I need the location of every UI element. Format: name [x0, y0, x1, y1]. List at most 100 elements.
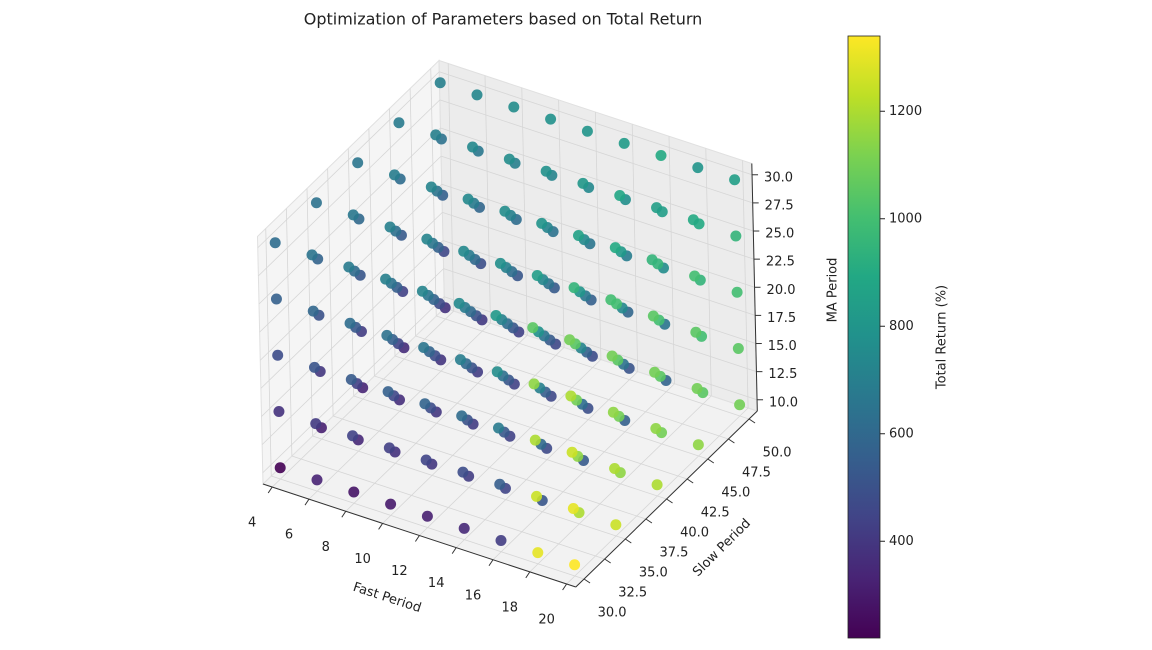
data-point	[458, 245, 470, 257]
data-point	[456, 410, 468, 422]
data-point	[545, 113, 557, 125]
data-point	[269, 237, 281, 249]
data-point	[310, 197, 322, 209]
z-tick-label: 10.0	[769, 395, 798, 410]
data-point	[731, 286, 743, 298]
data-point	[564, 334, 576, 346]
data-point	[306, 249, 318, 261]
data-point	[348, 486, 360, 498]
tick-mark	[451, 547, 457, 554]
data-point	[309, 361, 320, 373]
y-tick-label: 35.0	[639, 566, 668, 581]
grid-line	[353, 395, 667, 500]
x-tick-label: 8	[322, 540, 330, 555]
grid-line	[440, 155, 755, 260]
data-point	[614, 190, 626, 201]
tick-mark	[748, 418, 756, 424]
tick-mark	[304, 498, 310, 506]
data-point	[490, 310, 502, 321]
data-point	[419, 398, 431, 410]
grid-line	[258, 99, 441, 277]
data-point	[655, 150, 667, 161]
data-point	[270, 293, 282, 305]
z-tick-label: 17.5	[767, 311, 796, 326]
data-point	[393, 117, 405, 129]
tick-mark	[267, 486, 273, 494]
colorbar-tick-label: 600	[889, 426, 914, 441]
colorbar-tick-label: 400	[889, 534, 914, 549]
x-tick-label: 4	[248, 516, 256, 531]
colorbar	[847, 35, 881, 639]
data-point	[457, 466, 469, 478]
grid-line	[260, 212, 443, 389]
data-point	[382, 386, 394, 398]
data-point	[692, 439, 704, 451]
grid-line	[394, 355, 708, 460]
y-axis-line	[575, 410, 758, 588]
tick-mark	[686, 478, 694, 484]
tick-mark	[414, 535, 420, 542]
data-point	[508, 101, 520, 113]
x-tick-label: 16	[465, 588, 482, 603]
grid-line	[440, 127, 754, 232]
z-tick-label: 30.0	[764, 170, 793, 185]
data-point	[494, 478, 506, 490]
tick-mark	[728, 438, 735, 444]
data-point	[536, 217, 548, 229]
y-tick-label: 47.5	[742, 466, 771, 481]
x-tick-label: 10	[354, 552, 371, 567]
x-axis-label: Fast Period	[351, 580, 423, 616]
tick-mark	[583, 578, 591, 584]
tick-mark	[666, 498, 673, 504]
data-point	[434, 77, 446, 89]
grid-line	[259, 155, 442, 333]
data-point	[606, 350, 618, 362]
tick-mark	[625, 538, 632, 544]
data-point	[345, 374, 357, 386]
data-point	[531, 490, 543, 502]
data-point	[471, 89, 483, 101]
data-point	[307, 305, 319, 317]
x-tick-label: 18	[502, 600, 519, 615]
data-point	[734, 399, 746, 411]
z-tick-label: 27.5	[765, 198, 794, 213]
data-point	[730, 230, 742, 242]
data-point	[383, 442, 395, 454]
data-point	[491, 366, 503, 378]
data-point	[458, 522, 470, 534]
z-tick-label: 12.5	[768, 367, 797, 382]
data-point	[605, 294, 617, 306]
data-point	[418, 342, 430, 354]
data-point	[493, 422, 504, 434]
data-point	[495, 535, 507, 546]
colorbar-label: Total Return (%)	[935, 285, 950, 390]
grid-line	[436, 315, 750, 420]
y-tick-label: 32.5	[618, 586, 647, 601]
data-point	[503, 153, 515, 165]
data-point	[651, 202, 663, 214]
tick-mark	[604, 558, 611, 564]
tick-mark	[645, 518, 653, 524]
data-point	[274, 462, 286, 474]
data-point	[352, 157, 364, 169]
tick-mark	[525, 571, 531, 579]
tick-mark	[488, 559, 494, 567]
x-axis-line	[262, 483, 576, 588]
data-point	[532, 547, 544, 559]
data-point	[691, 382, 703, 394]
grid-line	[441, 183, 755, 288]
data-point	[311, 474, 323, 486]
data-point	[425, 181, 437, 193]
tick-mark	[341, 510, 347, 518]
tick-mark	[378, 523, 384, 530]
data-point	[272, 349, 284, 361]
x-tick-label: 6	[285, 528, 293, 543]
grid-line	[257, 71, 440, 249]
z-tick-label: 25.0	[765, 227, 794, 242]
data-point	[646, 254, 658, 266]
data-point	[343, 261, 355, 273]
grid-line	[312, 435, 626, 540]
data-point	[430, 129, 442, 141]
data-point	[692, 162, 704, 174]
data-point	[385, 498, 397, 510]
